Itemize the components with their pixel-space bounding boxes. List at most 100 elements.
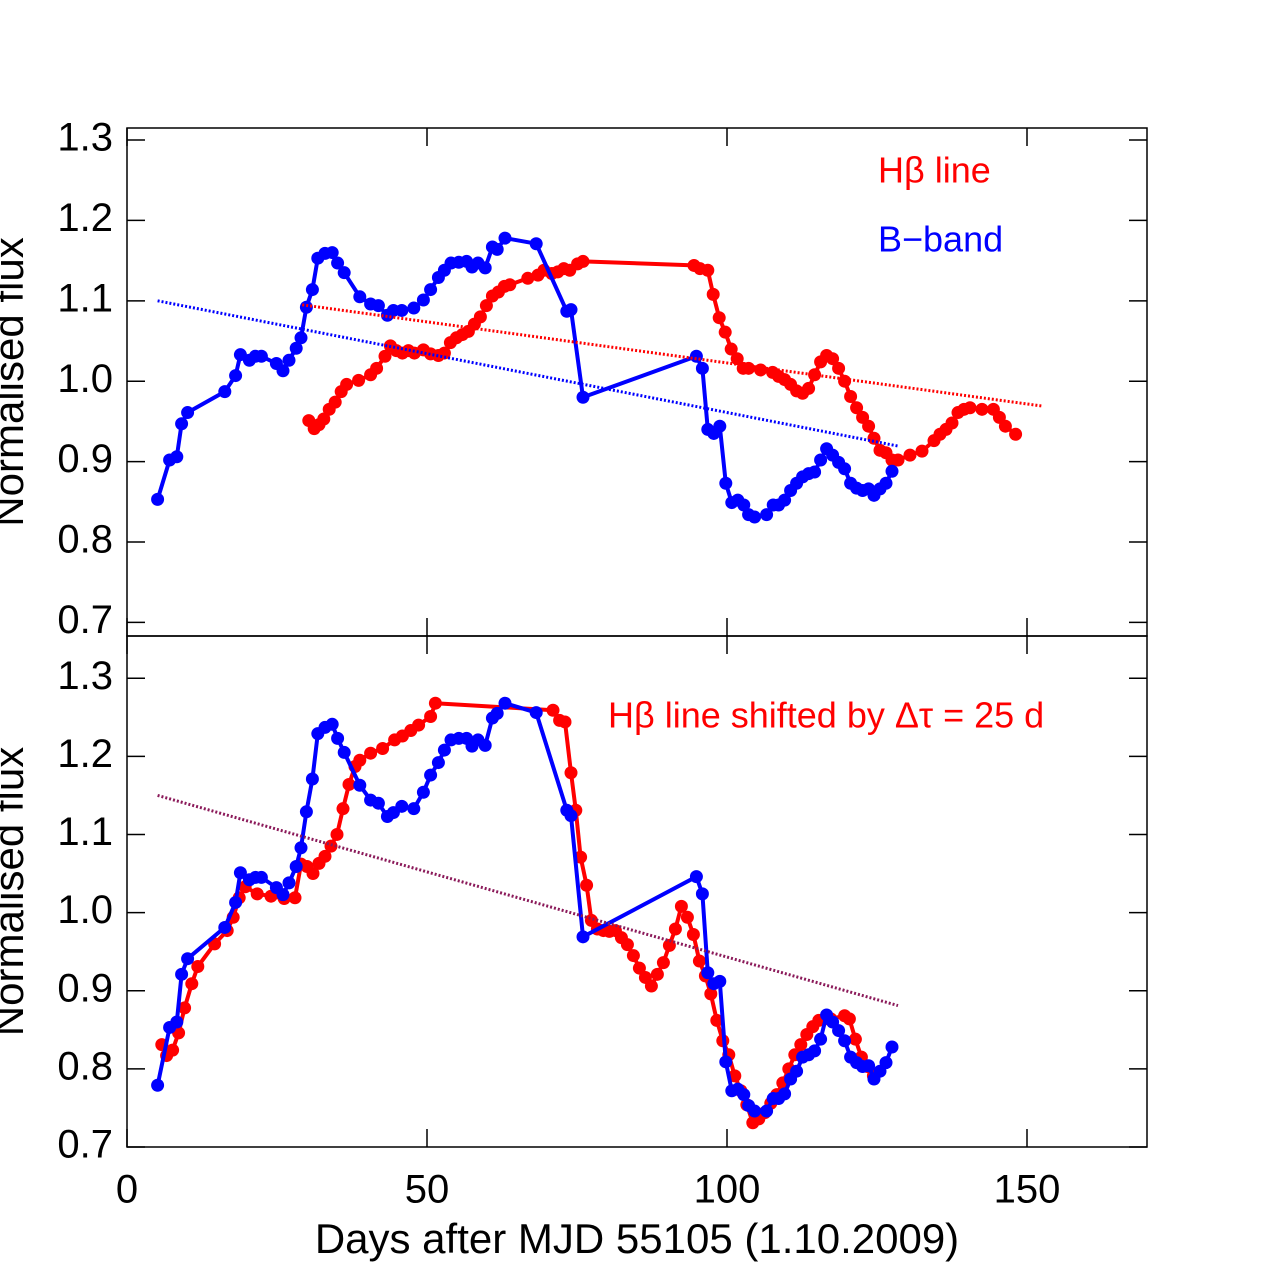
data-point: [299, 805, 313, 819]
data-point: [662, 938, 676, 952]
legend-entry: B−band: [878, 219, 1003, 260]
data-point: [808, 465, 822, 479]
data-point: [473, 310, 487, 324]
data-point: [325, 246, 339, 260]
data-point: [975, 402, 989, 416]
y-tick-label: 0.8: [57, 518, 113, 562]
data-point: [340, 377, 354, 391]
data-point: [378, 349, 392, 363]
data-point: [191, 960, 205, 974]
data-point: [656, 956, 670, 970]
data-point: [814, 1032, 828, 1046]
data-point: [862, 1059, 876, 1073]
data-point: [862, 419, 876, 433]
data-point: [490, 706, 504, 720]
data-point: [371, 796, 385, 810]
data-point: [328, 395, 342, 409]
plot-area: [151, 696, 899, 1130]
y-tick-label: 1.3: [57, 116, 113, 160]
data-point: [668, 922, 682, 936]
data-point: [175, 417, 189, 431]
data-point: [305, 772, 319, 786]
legend-entry: Hβ line: [878, 150, 991, 191]
data-point: [218, 920, 232, 934]
data-point: [712, 311, 726, 325]
x-tick-label: 50: [405, 1168, 450, 1212]
data-point: [802, 381, 816, 395]
trend-line: [157, 299, 900, 448]
data-point: [689, 349, 703, 363]
data-point: [760, 1104, 774, 1118]
data-point: [370, 361, 384, 375]
data-point: [832, 361, 846, 375]
data-point: [437, 743, 451, 757]
data-point: [879, 476, 893, 490]
data-point: [170, 1015, 184, 1029]
data-point: [342, 777, 356, 791]
data-point: [407, 301, 421, 315]
data-point: [233, 866, 247, 880]
data-point: [710, 1013, 724, 1027]
y-tick-label: 1.0: [57, 888, 113, 932]
data-point: [719, 476, 733, 490]
data-point: [288, 891, 302, 905]
data-point: [352, 373, 366, 387]
data-point: [181, 952, 195, 966]
data-point: [424, 768, 438, 782]
data-point: [306, 867, 320, 881]
data-point: [564, 809, 578, 823]
data-point: [680, 910, 694, 924]
data-point: [674, 899, 688, 913]
data-point: [178, 1001, 192, 1015]
data-point: [838, 374, 852, 388]
data-point: [695, 361, 709, 375]
data-point: [181, 406, 195, 420]
data-point: [395, 303, 409, 317]
data-point: [521, 271, 535, 285]
data-point: [478, 261, 492, 275]
x-tick-label: 150: [994, 1168, 1061, 1212]
data-point: [337, 266, 351, 280]
data-point: [498, 231, 512, 245]
data-point: [718, 325, 732, 339]
data-point: [325, 717, 339, 731]
data-point: [428, 696, 442, 710]
data-point: [353, 778, 367, 792]
y-tick-label: 1.2: [57, 196, 113, 240]
data-point: [336, 802, 350, 816]
data-point: [778, 493, 792, 507]
data-point: [282, 353, 296, 367]
y-tick-label: 0.9: [57, 966, 113, 1010]
annotation: Hβ line shifted by Δτ = 25 d: [608, 695, 1044, 736]
data-point: [151, 492, 165, 506]
data-point: [546, 703, 560, 717]
data-point: [748, 510, 762, 524]
data-point: [151, 1078, 165, 1092]
data-point: [692, 954, 706, 968]
data-point: [576, 930, 590, 944]
data-point: [760, 508, 774, 522]
data-point: [689, 870, 703, 884]
data-point: [998, 419, 1012, 433]
data-point: [331, 256, 345, 270]
data-point: [701, 966, 715, 980]
data-point: [891, 453, 905, 467]
data-point: [395, 799, 409, 813]
data-point: [794, 1038, 808, 1052]
data-point: [728, 1069, 742, 1083]
data-point: [737, 498, 751, 512]
data-point: [576, 390, 590, 404]
data-point: [276, 364, 290, 378]
data-point: [832, 1024, 846, 1038]
y-tick-label: 0.7: [57, 598, 113, 642]
data-point: [424, 709, 438, 723]
data-point: [529, 706, 543, 720]
data-point: [490, 242, 504, 256]
data-point: [814, 453, 828, 467]
data-point: [170, 450, 184, 464]
plot-frame: [126, 635, 1148, 1148]
data-point: [558, 715, 572, 729]
data-point: [848, 1032, 862, 1046]
data-point: [431, 756, 445, 770]
